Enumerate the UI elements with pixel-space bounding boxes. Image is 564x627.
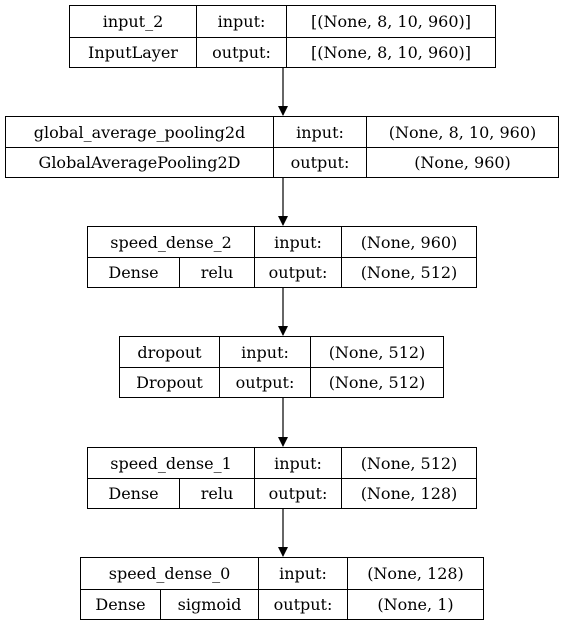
input-shape: [(None, 8, 10, 960)] bbox=[286, 6, 495, 37]
output-label: output: bbox=[196, 37, 286, 67]
layer-bottom-row: Dropout output: (None, 512) bbox=[120, 367, 443, 397]
output-shape: (None, 128) bbox=[341, 479, 476, 508]
layer-node-global_average_pooling2d: global_average_pooling2d input: (None, 8… bbox=[5, 116, 559, 178]
input-shape: (None, 128) bbox=[347, 558, 483, 589]
layer-class: Dropout bbox=[136, 373, 203, 392]
layer-name: speed_dense_0 bbox=[108, 563, 231, 583]
layer-top-row: input_2 input: [(None, 8, 10, 960)] bbox=[70, 6, 495, 37]
input-shape: (None, 512) bbox=[341, 448, 476, 478]
layer-bottom-row: Dense sigmoid output: (None, 1) bbox=[81, 588, 483, 619]
output-label: output: bbox=[273, 148, 366, 177]
layer-name: input_2 bbox=[102, 11, 164, 31]
layer-activation: relu bbox=[179, 258, 254, 287]
input-label: input: bbox=[219, 337, 310, 367]
layer-node-input_2: input_2 input: [(None, 8, 10, 960)] Inpu… bbox=[69, 5, 496, 68]
layer-name: speed_dense_1 bbox=[110, 453, 232, 473]
output-shape: (None, 512) bbox=[341, 258, 476, 287]
layer-bottom-row: Dense relu output: (None, 512) bbox=[88, 257, 476, 287]
layer-bottom-row: InputLayer output: [(None, 8, 10, 960)] bbox=[70, 36, 495, 67]
layer-top-row: speed_dense_1 input: (None, 512) bbox=[88, 448, 476, 478]
output-shape: (None, 960) bbox=[366, 148, 558, 177]
layer-activation: sigmoid bbox=[160, 589, 258, 619]
layer-bottom-row: GlobalAveragePooling2D output: (None, 96… bbox=[6, 147, 558, 177]
input-label: input: bbox=[258, 558, 347, 589]
layer-class: InputLayer bbox=[88, 42, 178, 62]
layer-node-dropout: dropout input: (None, 512) Dropout outpu… bbox=[119, 336, 444, 398]
layer-class: Dense bbox=[108, 484, 159, 503]
layer-bottom-row: Dense relu output: (None, 128) bbox=[88, 478, 476, 508]
output-shape: (None, 1) bbox=[347, 589, 483, 619]
layer-class: GlobalAveragePooling2D bbox=[38, 153, 241, 172]
output-label: output: bbox=[219, 368, 310, 397]
input-label: input: bbox=[196, 6, 286, 37]
layer-node-speed_dense_0: speed_dense_0 input: (None, 128) Dense s… bbox=[80, 557, 484, 620]
layer-top-row: global_average_pooling2d input: (None, 8… bbox=[6, 117, 558, 147]
input-shape: (None, 8, 10, 960) bbox=[366, 117, 558, 147]
layer-top-row: speed_dense_0 input: (None, 128) bbox=[81, 558, 483, 589]
layer-node-speed_dense_1: speed_dense_1 input: (None, 512) Dense r… bbox=[87, 447, 477, 509]
input-label: input: bbox=[273, 117, 366, 147]
layer-name: dropout bbox=[137, 342, 202, 362]
layer-node-speed_dense_2: speed_dense_2 input: (None, 960) Dense r… bbox=[87, 226, 477, 288]
output-label: output: bbox=[254, 258, 341, 287]
input-shape: (None, 512) bbox=[310, 337, 443, 367]
output-shape: [(None, 8, 10, 960)] bbox=[286, 37, 495, 67]
output-label: output: bbox=[258, 589, 347, 619]
input-label: input: bbox=[254, 227, 341, 257]
input-label: input: bbox=[254, 448, 341, 478]
input-shape: (None, 960) bbox=[341, 227, 476, 257]
layer-activation: relu bbox=[179, 479, 254, 508]
layer-top-row: speed_dense_2 input: (None, 960) bbox=[88, 227, 476, 257]
layer-class: Dense bbox=[95, 594, 146, 614]
layer-name: global_average_pooling2d bbox=[33, 122, 246, 142]
layer-name: speed_dense_2 bbox=[110, 232, 232, 252]
output-shape: (None, 512) bbox=[310, 368, 443, 397]
layer-top-row: dropout input: (None, 512) bbox=[120, 337, 443, 367]
layer-class: Dense bbox=[108, 263, 159, 282]
output-label: output: bbox=[254, 479, 341, 508]
